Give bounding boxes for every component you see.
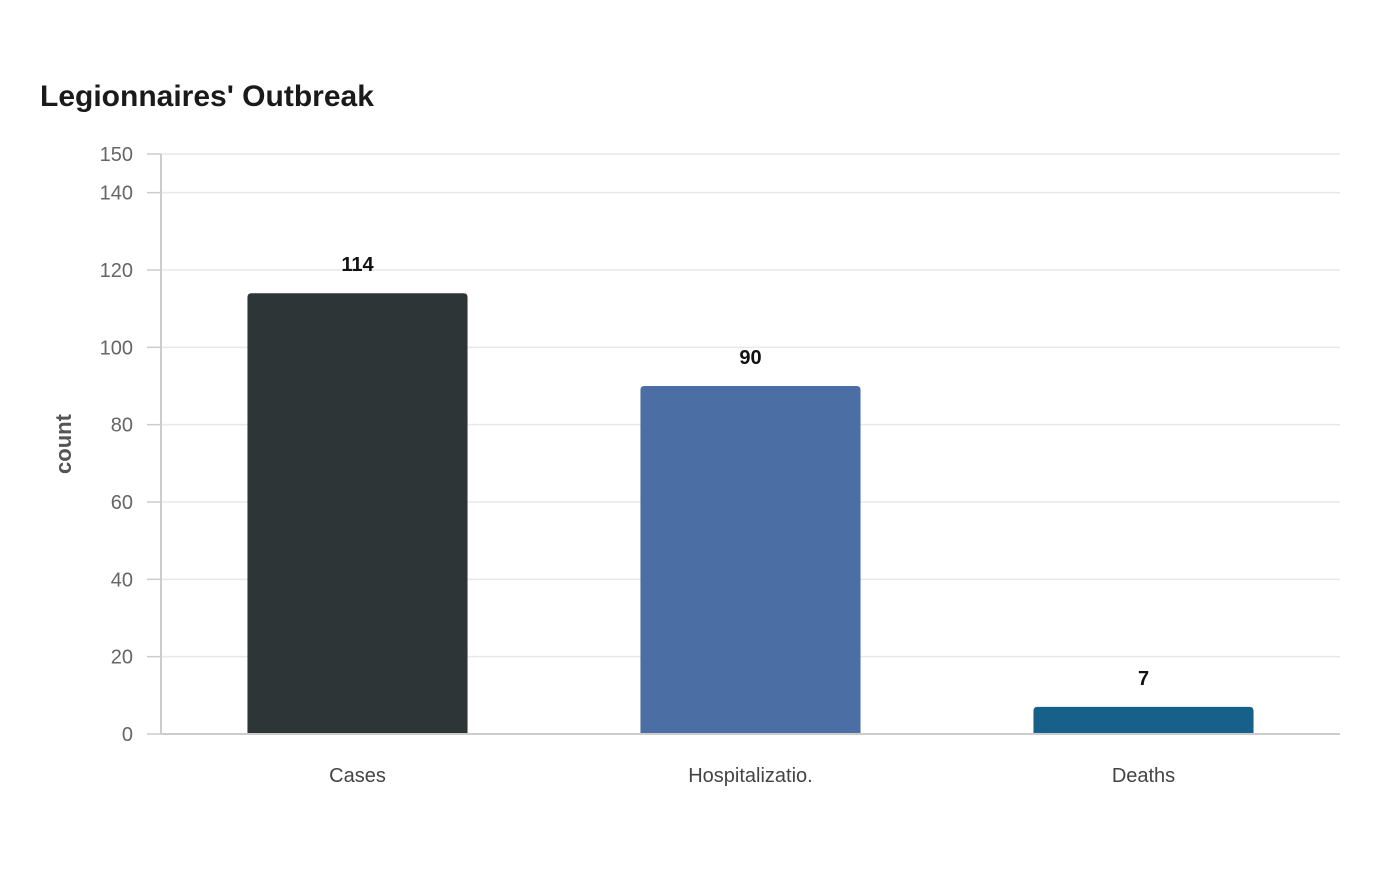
x-category-label: Deaths [1112, 765, 1175, 787]
bar-cases [247, 293, 468, 734]
x-category-label: Hospitalizatio. [688, 765, 813, 787]
y-axis-ticks: 0 20 40 60 80 100 120 140 150 [100, 144, 161, 746]
y-tick-label: 40 [111, 569, 133, 591]
data-label: 114 [341, 254, 374, 276]
y-tick-label: 100 [100, 337, 133, 359]
data-labels: 114 90 7 [341, 254, 1149, 690]
y-tick-label: 20 [111, 647, 133, 669]
y-tick-label: 0 [122, 724, 133, 746]
y-axis-title: count [51, 413, 76, 474]
bar-deaths [1033, 706, 1254, 734]
x-category-label: Cases [329, 765, 386, 787]
y-tick-label: 80 [111, 415, 133, 437]
bars [247, 293, 1254, 734]
y-tick-label: 150 [100, 144, 133, 166]
data-label: 7 [1138, 668, 1149, 690]
bar-hospitalizatio [640, 386, 861, 734]
y-tick-label: 140 [100, 183, 133, 205]
x-axis-categories: Cases Hospitalizatio. Deaths [329, 765, 1175, 787]
y-tick-label: 120 [100, 260, 133, 282]
chart-title: Legionnaires' Outbreak [40, 80, 374, 113]
data-label: 90 [739, 347, 761, 369]
y-tick-label: 60 [111, 492, 133, 514]
